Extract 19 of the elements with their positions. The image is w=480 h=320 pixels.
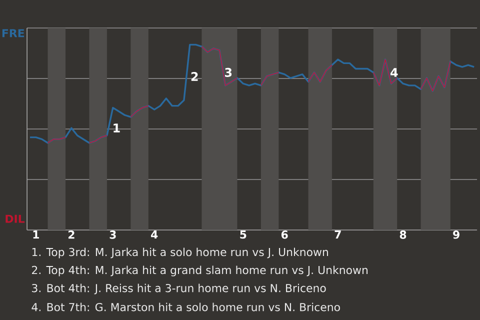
text: DIL [6,214,25,223]
text: FRE [2,29,24,38]
text: 3. Bot 4th: J. Reiss hit a 3-run home run vs N. Briceno [32,284,326,294]
annotation: 2 [191,72,198,81]
annotation: 3 [224,68,232,77]
x-tick-label: 8 [400,230,406,239]
text: 4. Bot 7th: G. Marston hit a solo home run vs N. Briceno [32,302,340,312]
x-tick-label: 9 [453,230,460,239]
x-tick-label: 3 [110,230,116,239]
x-tick-label: 5 [240,230,246,239]
x-tick-label: 7 [334,230,341,239]
text: 1. Top 3rd: M. Jarka hit a solo home run vs J. Unknown [32,248,328,258]
x-tick-label: 2 [68,230,74,239]
annotation: 4 [390,68,398,77]
x-tick-label: 6 [281,230,288,239]
annotation: 1 [114,124,120,132]
x-tick-label: 4 [151,230,158,239]
x-tick-label: 1 [33,230,39,239]
text: 2. Top 4th: M. Jarka hit a grand slam home run vs J. Unknown [32,266,368,276]
